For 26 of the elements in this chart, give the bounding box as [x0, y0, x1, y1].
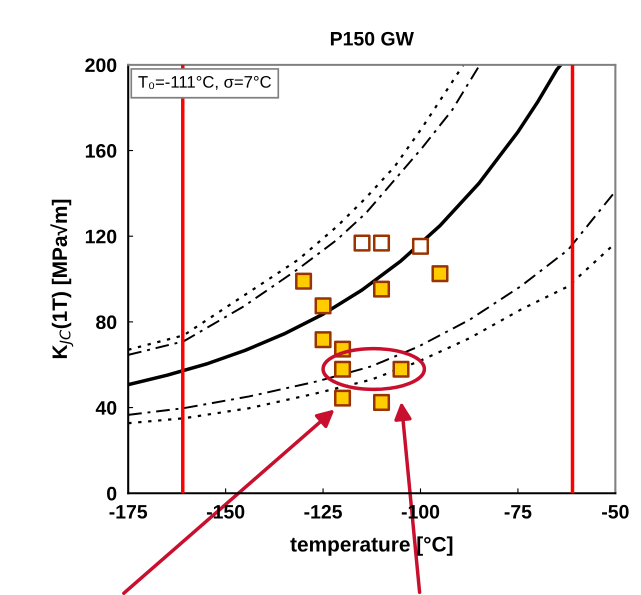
x-tick-label: -75 — [504, 505, 532, 519]
point — [334, 360, 352, 378]
y-tick-label: 0 — [107, 486, 116, 500]
point — [314, 297, 332, 314]
point — [295, 272, 312, 290]
y-tick-label: 160 — [86, 144, 116, 158]
point — [412, 238, 430, 255]
point — [372, 234, 390, 252]
y-tick-label: 80 — [96, 315, 116, 330]
point — [314, 331, 332, 348]
point — [372, 280, 390, 298]
point — [392, 360, 410, 378]
point — [372, 394, 390, 411]
y-tick-label: 40 — [96, 401, 116, 415]
point — [431, 265, 449, 282]
annotation: T₀=-111°C, σ=7°C — [138, 76, 271, 90]
y-axis-title: K$_{JC}$(1T) [MPa√m] — [50, 200, 74, 358]
point — [334, 390, 352, 407]
x-tick-label: -125 — [304, 504, 342, 519]
y-tick-label: 120 — [86, 230, 116, 244]
x-tick-label: -50 — [602, 504, 629, 519]
chart-title: P150 GW — [330, 32, 414, 46]
y-tick-label: 200 — [85, 58, 116, 72]
x-axis-title: temperature [°C] — [290, 536, 452, 556]
point — [354, 234, 371, 252]
x-tick-label: -175 — [110, 505, 148, 519]
